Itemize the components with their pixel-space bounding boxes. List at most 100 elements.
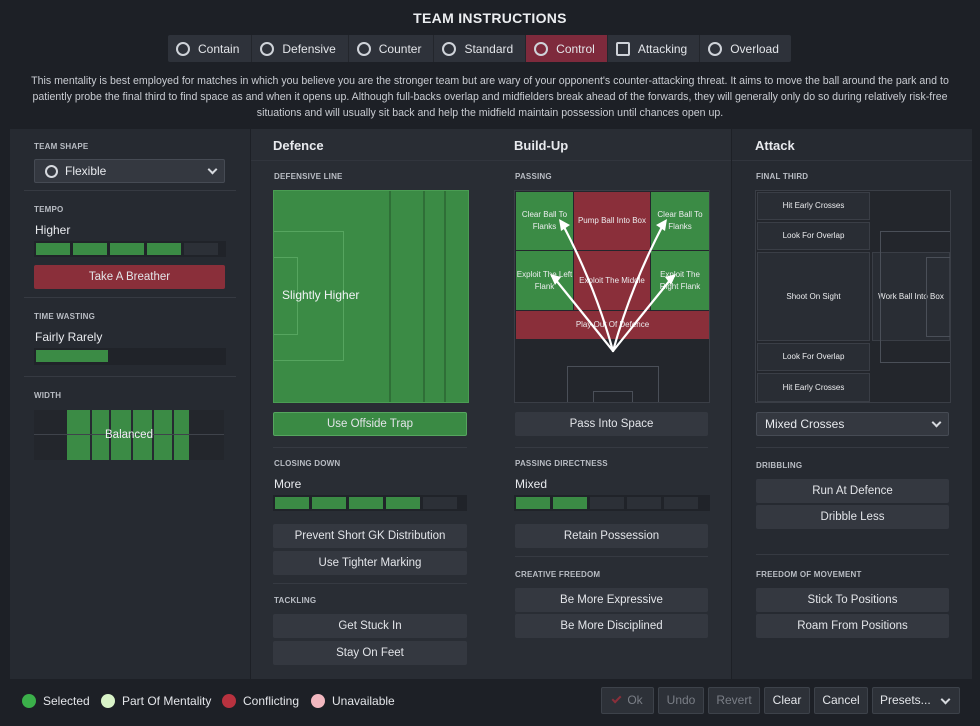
clear-button[interactable]: Clear [764, 687, 810, 714]
prevent-short-gk-button[interactable]: Prevent Short GK Distribution [273, 524, 467, 548]
general-panel: TEAM SHAPE Flexible TEMPO Higher Take A … [10, 129, 250, 679]
tab-control[interactable]: Control [526, 35, 608, 62]
roam-from-positions-button[interactable]: Roam From Positions [756, 614, 949, 638]
width-value: Balanced [105, 429, 153, 441]
tighter-marking-button[interactable]: Use Tighter Marking [273, 551, 467, 575]
time-wasting-value: Fairly Rarely [35, 330, 103, 344]
time-wasting-slider[interactable] [34, 348, 226, 365]
zone-play-out-of-defence[interactable]: Play Out Of Defence [516, 311, 709, 339]
conflicting-dot-icon [222, 694, 236, 708]
defence-header: Defence [273, 138, 324, 153]
time-wasting-segment [36, 350, 108, 362]
passing-directness-segment [627, 497, 661, 509]
closing-down-segment [423, 497, 457, 509]
stick-to-positions-button[interactable]: Stick To Positions [756, 588, 949, 612]
ok-button[interactable]: Ok [601, 687, 654, 714]
tempo-slider[interactable] [34, 241, 226, 257]
closing-down-label: CLOSING DOWN [274, 459, 341, 468]
zone-hit-early-crosses-bottom[interactable]: Hit Early Crosses [757, 373, 870, 402]
more-disciplined-button[interactable]: Be More Disciplined [515, 614, 708, 638]
get-stuck-in-button[interactable]: Get Stuck In [273, 614, 467, 638]
team-shape-label: TEAM SHAPE [34, 142, 89, 151]
passing-directness-slider[interactable] [514, 495, 710, 511]
chevron-down-icon [931, 417, 942, 428]
cancel-button[interactable]: Cancel [814, 687, 868, 714]
selected-dot-icon [22, 694, 36, 708]
tab-defensive[interactable]: Defensive [252, 35, 349, 62]
defence-buildup-panel: Defence Build-Up DEFENSIVE LINE Slightly… [251, 129, 731, 679]
creative-freedom-label: CREATIVE FREEDOM [515, 570, 601, 579]
closing-down-segment [312, 497, 346, 509]
tab-contain[interactable]: Contain [168, 35, 253, 62]
zone-look-for-overlap-bottom[interactable]: Look For Overlap [757, 343, 870, 371]
tab-counter[interactable]: Counter [349, 35, 435, 62]
crosses-dropdown[interactable]: Mixed Crosses [756, 412, 949, 436]
tackling-label: TACKLING [274, 596, 317, 605]
tempo-value: Higher [35, 223, 71, 237]
zone-clear-right[interactable]: Clear Ball To Flanks [651, 192, 709, 250]
zone-pump-into-box[interactable]: Pump Ball Into Box [574, 192, 650, 250]
passing-pitch: Clear Ball To Flanks Pump Ball Into Box … [514, 190, 710, 403]
revert-button[interactable]: Revert [708, 687, 760, 714]
take-breather-button[interactable]: Take A Breather [34, 265, 225, 289]
tempo-label: TEMPO [34, 205, 64, 214]
passing-arrows [550, 219, 676, 353]
zone-shoot-on-sight[interactable]: Shoot On Sight [757, 252, 870, 341]
tempo-segment [110, 243, 144, 255]
tab-standard[interactable]: Standard [434, 35, 527, 62]
mentality-description: This mentality is best employed for matc… [31, 75, 949, 119]
zone-clear-left[interactable]: Clear Ball To Flanks [516, 192, 573, 250]
passing-directness-value: Mixed [515, 477, 548, 491]
width-label: WIDTH [34, 391, 62, 400]
closing-down-slider[interactable] [273, 495, 467, 511]
more-expressive-button[interactable]: Be More Expressive [515, 588, 708, 612]
retain-possession-button[interactable]: Retain Possession [515, 524, 708, 548]
buildup-header: Build-Up [514, 138, 569, 153]
time-wasting-label: TIME WASTING [34, 312, 96, 321]
team-shape-dropdown[interactable]: Flexible [34, 159, 225, 183]
tab-overload[interactable]: Overload [700, 35, 791, 62]
passing-directness-segment [553, 497, 587, 509]
chevron-down-icon [207, 164, 218, 175]
page-title: TEAM INSTRUCTIONS [413, 10, 567, 26]
stay-on-feet-button[interactable]: Stay On Feet [273, 641, 467, 665]
dribbling-label: DRIBBLING [756, 461, 803, 470]
counter-icon [356, 41, 371, 56]
attack-panel: Attack FINAL THIRD Hit Early Crosses Loo… [732, 129, 972, 679]
mentality-tabs: Contain Defensive Counter Standard Contr… [168, 35, 791, 62]
legend-unavailable: Unavailable [311, 694, 395, 708]
zone-exploit-right[interactable]: Exploit The Right Flank [651, 251, 709, 310]
passing-directness-segment [516, 497, 550, 509]
passing-directness-label: PASSING DIRECTNESS [515, 459, 608, 468]
tab-attacking[interactable]: Attacking [608, 35, 701, 62]
dribble-less-button[interactable]: Dribble Less [756, 505, 949, 529]
checkmark-icon [611, 693, 622, 704]
presets-button[interactable]: Presets... [872, 687, 960, 714]
contain-icon [176, 41, 190, 56]
zone-work-ball-into-box[interactable]: Work Ball Into Box [872, 252, 950, 341]
run-at-defence-button[interactable]: Run At Defence [756, 479, 949, 503]
passing-directness-segment [590, 497, 624, 509]
zone-hit-early-crosses-top[interactable]: Hit Early Crosses [757, 192, 870, 220]
closing-down-segment [386, 497, 420, 509]
part-of-mentality-dot-icon [101, 694, 115, 708]
zone-look-for-overlap-top[interactable]: Look For Overlap [757, 222, 870, 250]
closing-down-segment [275, 497, 309, 509]
control-icon [534, 41, 549, 56]
defensive-line-pitch[interactable]: Slightly Higher [273, 190, 469, 403]
chevron-down-icon [940, 694, 951, 705]
use-offside-trap-button[interactable]: Use Offside Trap [273, 412, 467, 436]
passing-directness-segment [664, 497, 698, 509]
defensive-line-value: Slightly Higher [282, 288, 360, 302]
pass-into-space-button[interactable]: Pass Into Space [515, 412, 708, 436]
standard-icon [442, 41, 457, 56]
final-third-pitch: Hit Early Crosses Look For Overlap Shoot… [755, 190, 951, 403]
width-pitch[interactable]: Balanced [34, 410, 224, 460]
tempo-segment [36, 243, 70, 255]
zone-exploit-left[interactable]: Exploit The Left Flank [516, 251, 573, 310]
tempo-segment [184, 243, 218, 255]
unavailable-dot-icon [311, 694, 325, 708]
shield-icon [260, 41, 275, 56]
undo-button[interactable]: Undo [658, 687, 704, 714]
